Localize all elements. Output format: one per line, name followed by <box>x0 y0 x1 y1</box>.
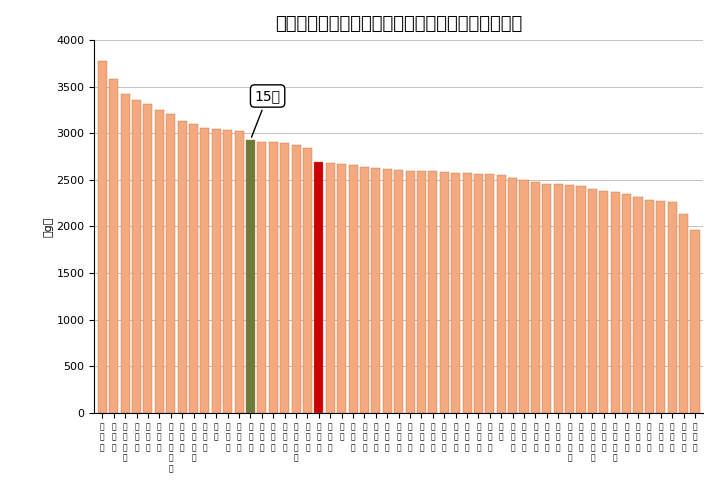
Bar <box>462 173 472 413</box>
Bar <box>177 121 187 413</box>
Y-axis label: （g）: （g） <box>44 216 54 237</box>
Bar <box>371 168 381 413</box>
Bar <box>144 104 152 413</box>
Bar <box>542 183 551 413</box>
Bar <box>155 110 164 413</box>
Bar <box>429 171 437 413</box>
Bar <box>166 114 175 413</box>
Bar <box>109 79 118 413</box>
Bar <box>269 142 278 413</box>
Bar <box>280 142 289 413</box>
Bar <box>212 129 221 413</box>
Bar <box>326 163 335 413</box>
Bar <box>508 178 517 413</box>
Bar <box>348 165 358 413</box>
Bar <box>337 164 346 413</box>
Bar <box>439 172 449 413</box>
Bar <box>622 194 631 413</box>
Bar <box>531 182 540 413</box>
Bar <box>257 142 266 413</box>
Bar <box>611 192 620 413</box>
Bar <box>394 169 404 413</box>
Bar <box>246 140 255 413</box>
Bar <box>383 169 392 413</box>
Bar <box>406 170 414 413</box>
Bar <box>497 175 505 413</box>
Text: 15位: 15位 <box>251 89 281 137</box>
Bar <box>520 180 528 413</box>
Bar <box>645 200 654 413</box>
Bar <box>235 131 243 413</box>
Bar <box>314 162 323 413</box>
Bar <box>577 186 586 413</box>
Bar <box>474 174 483 413</box>
Bar <box>292 145 301 413</box>
Bar <box>633 197 643 413</box>
Bar <box>565 185 574 413</box>
Bar <box>668 202 677 413</box>
Bar <box>303 148 312 413</box>
Bar <box>679 214 688 413</box>
Bar <box>417 170 426 413</box>
Bar <box>189 124 198 413</box>
Bar <box>588 189 597 413</box>
Bar <box>656 201 666 413</box>
Bar <box>132 100 141 413</box>
Bar <box>600 191 608 413</box>
Bar <box>554 184 563 413</box>
Bar <box>360 167 369 413</box>
Bar <box>485 174 495 413</box>
Bar <box>691 230 699 413</box>
Bar <box>121 94 130 413</box>
Bar <box>223 129 232 413</box>
Title: 都道府県庁所在地・政令指定都市のコーヒー消費量: 都道府県庁所在地・政令指定都市のコーヒー消費量 <box>275 15 522 33</box>
Bar <box>451 173 460 413</box>
Bar <box>98 61 107 413</box>
Bar <box>200 128 210 413</box>
